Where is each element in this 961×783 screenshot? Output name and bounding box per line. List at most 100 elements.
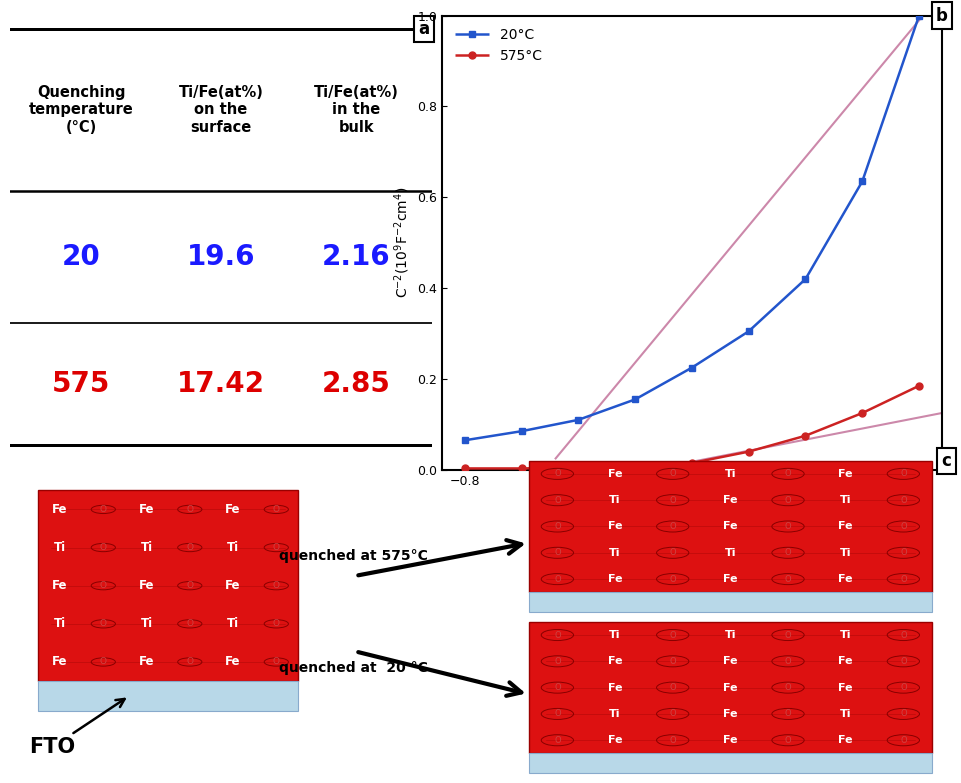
Text: quenched at 575°C: quenched at 575°C bbox=[279, 549, 428, 563]
Text: Ti: Ti bbox=[140, 617, 153, 630]
Text: O: O bbox=[273, 543, 280, 552]
Text: O: O bbox=[785, 683, 791, 692]
20°C bbox=[516, 427, 528, 436]
Text: c: c bbox=[942, 452, 951, 470]
Text: O: O bbox=[900, 736, 906, 745]
Text: 2.85: 2.85 bbox=[322, 370, 391, 398]
Text: Fe: Fe bbox=[607, 521, 623, 532]
X-axis label: Potential(V vs.SCE): Potential(V vs.SCE) bbox=[619, 493, 765, 508]
Text: 2.16: 2.16 bbox=[322, 243, 391, 271]
20°C bbox=[459, 435, 471, 445]
20°C bbox=[629, 395, 641, 404]
Text: Fe: Fe bbox=[225, 655, 241, 669]
Text: Fe: Fe bbox=[838, 574, 853, 584]
Text: O: O bbox=[273, 619, 280, 628]
Text: Ti: Ti bbox=[840, 495, 851, 505]
575°C bbox=[743, 447, 754, 456]
Text: O: O bbox=[100, 658, 107, 666]
Text: O: O bbox=[900, 496, 906, 505]
Text: O: O bbox=[273, 505, 280, 514]
Text: O: O bbox=[670, 683, 676, 692]
Text: Fe: Fe bbox=[225, 503, 241, 516]
Text: O: O bbox=[100, 619, 107, 628]
FancyBboxPatch shape bbox=[529, 460, 932, 592]
Text: Fe: Fe bbox=[52, 655, 68, 669]
Text: 575: 575 bbox=[52, 370, 111, 398]
Legend: 20°C, 575°C: 20°C, 575°C bbox=[449, 23, 549, 69]
20°C bbox=[856, 177, 868, 186]
575°C bbox=[629, 460, 641, 470]
20°C bbox=[800, 274, 811, 283]
Text: O: O bbox=[554, 736, 560, 745]
Text: O: O bbox=[900, 522, 906, 531]
Text: Ti/Fe(at%)
on the
surface: Ti/Fe(at%) on the surface bbox=[179, 85, 263, 135]
Text: O: O bbox=[900, 548, 906, 557]
Text: O: O bbox=[554, 683, 560, 692]
Text: O: O bbox=[670, 548, 676, 557]
Text: O: O bbox=[785, 657, 791, 666]
20°C bbox=[686, 363, 698, 372]
Text: O: O bbox=[186, 543, 193, 552]
Text: Fe: Fe bbox=[723, 735, 738, 745]
Text: quenched at  20 °C: quenched at 20 °C bbox=[279, 661, 428, 675]
Text: Fe: Fe bbox=[52, 503, 68, 516]
Line: 575°C: 575°C bbox=[461, 382, 923, 472]
575°C bbox=[913, 381, 924, 391]
FancyBboxPatch shape bbox=[529, 592, 932, 612]
20°C bbox=[743, 327, 754, 336]
Text: Fe: Fe bbox=[723, 683, 738, 693]
Line: 20°C: 20°C bbox=[461, 13, 923, 444]
Text: O: O bbox=[554, 469, 560, 478]
Text: Fe: Fe bbox=[838, 469, 853, 479]
Text: Quenching
temperature
(°C): Quenching temperature (°C) bbox=[29, 85, 134, 135]
Text: Ti: Ti bbox=[725, 548, 736, 557]
Text: Fe: Fe bbox=[838, 683, 853, 693]
Text: a: a bbox=[418, 20, 430, 38]
Text: Fe: Fe bbox=[838, 735, 853, 745]
Text: Fe: Fe bbox=[723, 521, 738, 532]
Text: O: O bbox=[670, 630, 676, 640]
Text: O: O bbox=[554, 548, 560, 557]
Text: Fe: Fe bbox=[138, 503, 155, 516]
Text: Fe: Fe bbox=[225, 579, 241, 592]
Text: O: O bbox=[900, 469, 906, 478]
Text: Ti/Fe(at%)
in the
bulk: Ti/Fe(at%) in the bulk bbox=[314, 85, 399, 135]
Text: O: O bbox=[554, 522, 560, 531]
FancyBboxPatch shape bbox=[529, 622, 932, 753]
Text: Ti: Ti bbox=[725, 469, 736, 479]
Text: O: O bbox=[670, 496, 676, 505]
Text: O: O bbox=[785, 469, 791, 478]
Text: Fe: Fe bbox=[607, 574, 623, 584]
FancyBboxPatch shape bbox=[529, 753, 932, 773]
Text: O: O bbox=[273, 658, 280, 666]
Text: Ti: Ti bbox=[609, 630, 621, 640]
20°C bbox=[573, 415, 584, 424]
Text: O: O bbox=[554, 657, 560, 666]
Text: O: O bbox=[900, 657, 906, 666]
Text: O: O bbox=[785, 709, 791, 719]
Text: O: O bbox=[554, 630, 560, 640]
Text: O: O bbox=[900, 575, 906, 583]
Text: Fe: Fe bbox=[723, 656, 738, 666]
Text: O: O bbox=[670, 469, 676, 478]
575°C bbox=[516, 464, 528, 473]
FancyBboxPatch shape bbox=[38, 490, 298, 681]
Text: Ti: Ti bbox=[54, 541, 66, 554]
Text: O: O bbox=[785, 630, 791, 640]
Text: O: O bbox=[785, 575, 791, 583]
Text: Fe: Fe bbox=[52, 579, 68, 592]
Text: Fe: Fe bbox=[607, 735, 623, 745]
Text: Fe: Fe bbox=[723, 495, 738, 505]
575°C bbox=[686, 458, 698, 467]
Text: Ti: Ti bbox=[54, 617, 66, 630]
Text: b: b bbox=[936, 7, 948, 24]
Text: O: O bbox=[670, 657, 676, 666]
Text: O: O bbox=[785, 522, 791, 531]
Text: Fe: Fe bbox=[723, 574, 738, 584]
Text: Fe: Fe bbox=[838, 656, 853, 666]
Text: O: O bbox=[186, 581, 193, 590]
20°C bbox=[913, 11, 924, 20]
Text: O: O bbox=[554, 496, 560, 505]
Text: O: O bbox=[100, 581, 107, 590]
Text: O: O bbox=[100, 543, 107, 552]
